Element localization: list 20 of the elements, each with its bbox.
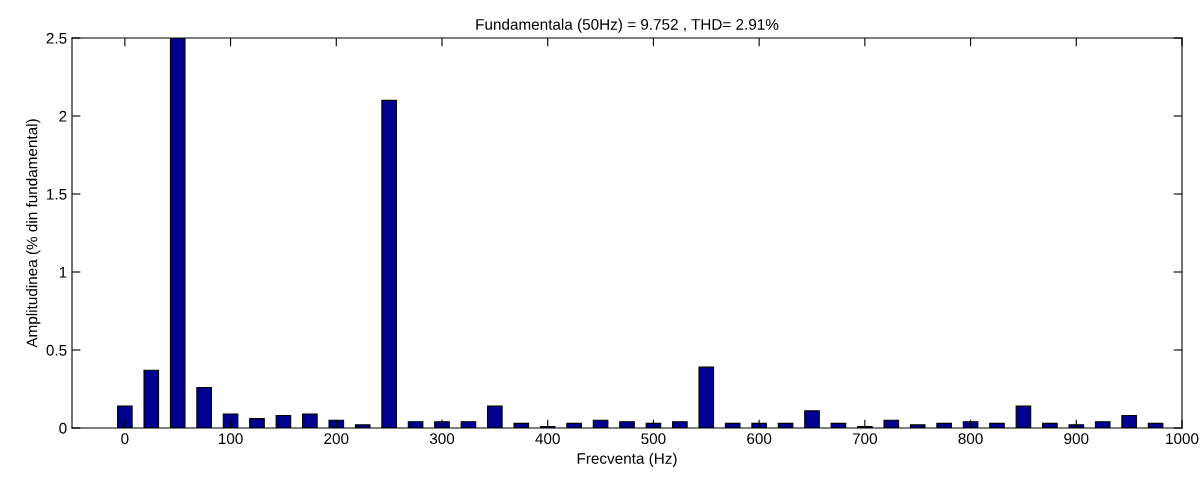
y-tick-label: 0.5 (46, 344, 67, 356)
x-tick-label: 0 (121, 433, 129, 445)
x-tick-label: 700 (852, 433, 878, 445)
y-tick-label: 1.5 (47, 189, 67, 200)
y-tick-label: 0 (59, 422, 67, 434)
x-tick-label: 800 (958, 433, 983, 445)
x-tick-label: 600 (747, 433, 772, 445)
x-tick-label: 100 (218, 433, 243, 445)
x-tick-label: 400 (535, 433, 560, 445)
y-axis-title: Amplitudinea (% din fundamental) (26, 119, 41, 348)
x-tick-label: 500 (641, 433, 666, 445)
x-tick-label: 200 (324, 433, 349, 445)
x-axis-title: Frecventa (Hz) (577, 452, 677, 467)
y-tick-label: 2 (59, 110, 67, 122)
x-tick-label: 300 (429, 433, 455, 445)
y-tick-label: 1 (59, 267, 67, 278)
y-tick-label: 2.5 (46, 32, 67, 44)
x-tick-label: 900 (1064, 433, 1089, 445)
x-tick-label: 1000 (1166, 433, 1199, 445)
chart-title: Fundamentala (50Hz) = 9.752 , THD= 2.91% (476, 18, 779, 33)
